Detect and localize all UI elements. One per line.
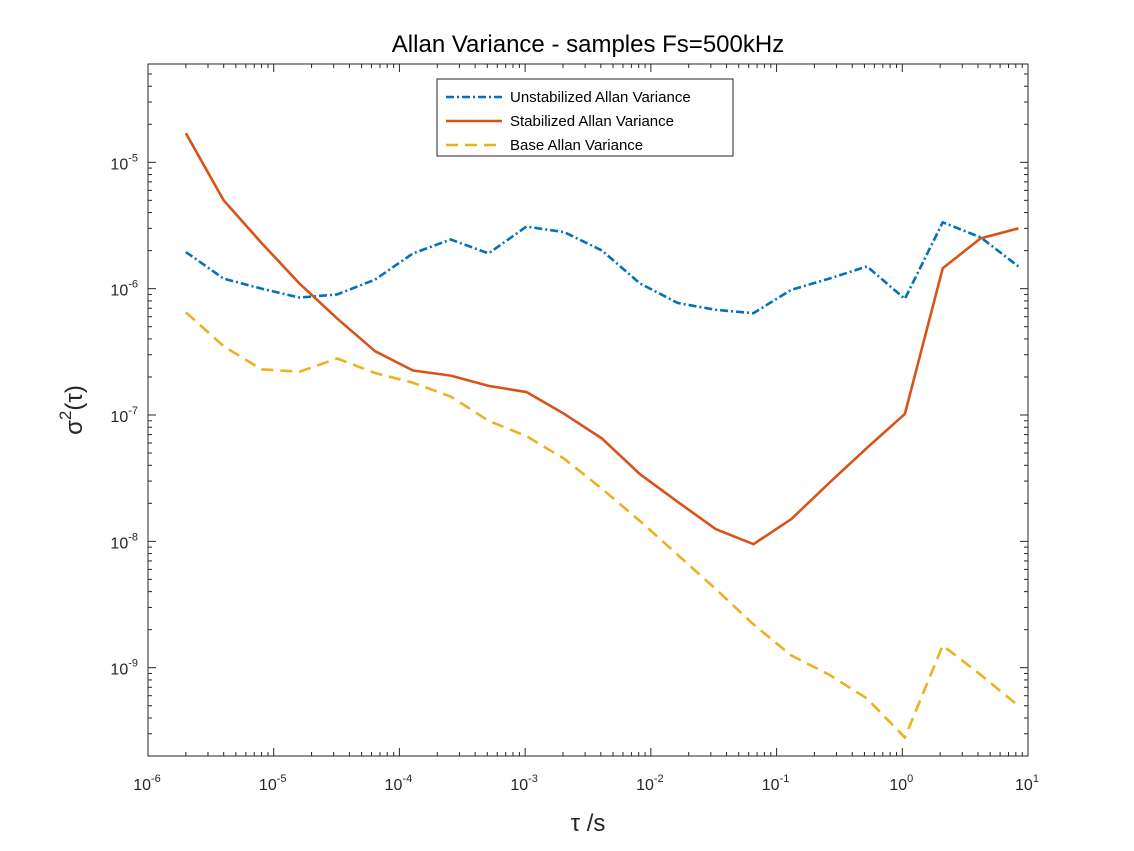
y-tick-label-base: 10 xyxy=(110,409,128,426)
x-tick-label-exp: 0 xyxy=(907,773,913,785)
x-tick-label: 10-2 xyxy=(636,773,664,794)
plot-frame xyxy=(147,63,1029,757)
x-tick-label-base: 10 xyxy=(1015,777,1033,794)
x-tick-labels: 10-6 10-5 10-4 10-3 10-2 10-1 100 101 xyxy=(133,773,1039,794)
x-tick-label-base: 10 xyxy=(133,777,151,794)
x-axis-label: τ /s xyxy=(571,810,606,837)
x-tick-label-exp: -6 xyxy=(151,773,161,785)
series-line-3 xyxy=(184,311,1020,739)
y-tick-label-exp: -5 xyxy=(128,152,138,164)
y-axis-label-base: σ xyxy=(61,420,88,435)
y-tick-labels: 10-910-810-710-610-5 xyxy=(110,152,138,678)
x-tick-label: 10-6 xyxy=(133,773,161,794)
series-line-2 xyxy=(184,132,1019,546)
x-tick-label-base: 10 xyxy=(259,777,277,794)
x-tick-label-base: 10 xyxy=(385,777,403,794)
y-tick-label-exp: -6 xyxy=(128,279,138,291)
x-tick-label-exp: -2 xyxy=(654,773,664,785)
x-tick-label-exp: -5 xyxy=(277,773,287,785)
x-tick-label: 10-1 xyxy=(762,773,790,794)
x-tick-label-base: 10 xyxy=(510,777,528,794)
plot-area xyxy=(147,63,1029,757)
legend-label-2: Stabilized Allan Variance xyxy=(510,113,674,130)
y-tick-label-base: 10 xyxy=(110,535,128,552)
x-tick-label-base: 10 xyxy=(889,777,907,794)
y-tick-label: 10-7 xyxy=(110,405,138,426)
y-tick-label: 10-8 xyxy=(110,531,138,552)
y-tick-label: 10-6 xyxy=(110,279,138,300)
x-tick-label: 10-5 xyxy=(259,773,287,794)
x-tick-label-exp: -1 xyxy=(780,773,790,785)
y-tick-label-exp: -7 xyxy=(128,405,138,417)
y-tick-label: 10-9 xyxy=(110,658,138,679)
x-tick-label-base: 10 xyxy=(762,777,780,794)
y-axis-label-sup: 2 xyxy=(56,411,75,420)
series-layer xyxy=(184,132,1020,739)
y-axis-label-arg: (τ) xyxy=(61,385,88,410)
y-tick-label-base: 10 xyxy=(110,156,128,173)
x-tick-label-exp: 1 xyxy=(1033,773,1039,785)
x-tick-label-exp: -3 xyxy=(528,773,538,785)
legend-label-1: Unstabilized Allan Variance xyxy=(510,89,691,106)
legend-label-3: Base Allan Variance xyxy=(510,137,643,154)
y-axis-label: σ2(τ) xyxy=(56,385,88,435)
x-tick-label: 10-4 xyxy=(385,773,413,794)
x-tick-label: 10-3 xyxy=(510,773,538,794)
x-tick-label-base: 10 xyxy=(636,777,654,794)
series-line-1 xyxy=(185,221,1020,315)
y-tick-label-exp: -9 xyxy=(128,658,138,670)
y-tick-label-exp: -8 xyxy=(128,531,138,543)
x-tick-label-exp: -4 xyxy=(402,773,412,785)
x-tick-label: 100 xyxy=(889,773,913,794)
y-tick-label-base: 10 xyxy=(110,283,128,300)
tick-layer xyxy=(147,64,1029,757)
legend: Unstabilized Allan Variance Stabilized Al… xyxy=(436,78,734,157)
x-tick-label: 101 xyxy=(1015,773,1039,794)
y-tick-label: 10-5 xyxy=(110,152,138,173)
y-tick-label-base: 10 xyxy=(110,662,128,679)
legend-box xyxy=(436,78,734,157)
chart-title: Allan Variance - samples Fs=500kHz xyxy=(392,31,784,58)
